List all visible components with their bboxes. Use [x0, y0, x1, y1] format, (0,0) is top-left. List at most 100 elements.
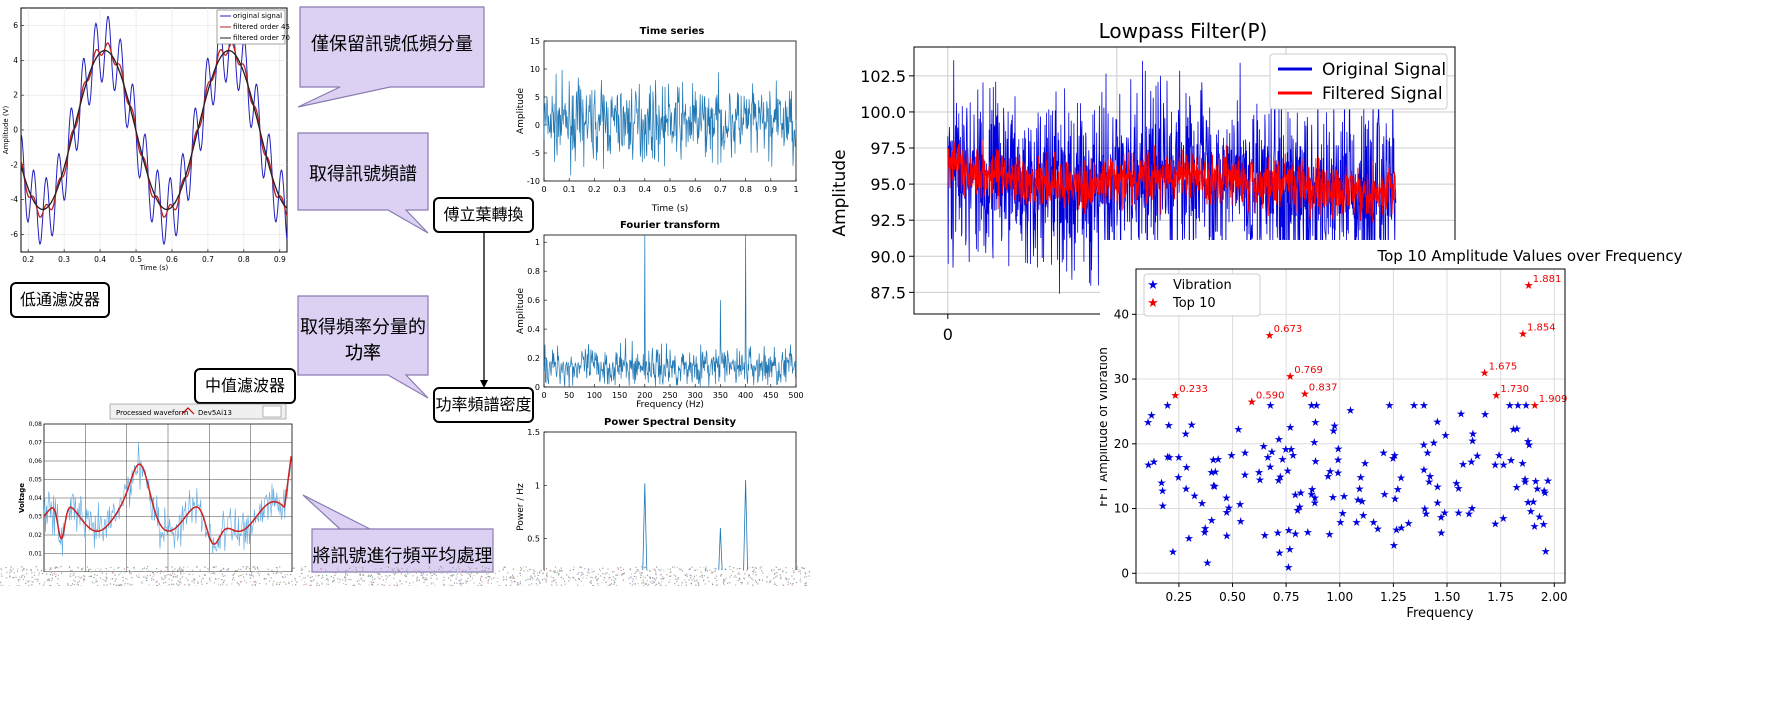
vibration-point: ★: [1283, 464, 1293, 477]
vibration-point: ★: [1357, 495, 1367, 508]
time-series-chart: Time series 0 0.1 0.2 0.3 0.4 0.5 0.6 0.7 0.8 0.9…: [516, 26, 799, 214]
y-tick-label: 0,07: [29, 440, 43, 447]
vibration-point: ★: [1263, 451, 1273, 464]
y-tick-label: 0,04: [29, 495, 43, 502]
vibration-point: ★: [1147, 409, 1157, 422]
vibration-point: ★: [1390, 492, 1400, 505]
vibration-point: ★: [1539, 485, 1549, 498]
vibration-point: ★: [1532, 482, 1542, 495]
y-tick-label: 87.5: [870, 283, 906, 302]
vibration-point: ★: [1143, 459, 1153, 472]
vibration-point: ★: [1275, 470, 1285, 483]
x-tick-label: 400: [738, 391, 753, 400]
top10-label: 1.881: [1533, 274, 1562, 285]
x-tick-label: 0.3: [613, 185, 626, 194]
x-tick-label: 2.00: [1541, 590, 1568, 604]
y-tick-label: 1: [535, 238, 540, 247]
vibration-point: ★: [1528, 496, 1538, 509]
vibration-point: ★: [1513, 399, 1523, 412]
original-signal-line: [20, 15, 288, 246]
y-tick-label: 0: [535, 383, 540, 392]
y-tick-label: 0.4: [527, 325, 540, 334]
vibration-point: ★: [1329, 425, 1339, 438]
vibration-point: ★: [1464, 507, 1474, 520]
x-axis-label: Time (s): [651, 204, 689, 214]
y-tick-label: 40: [1114, 307, 1129, 321]
vibration-point: ★: [1467, 502, 1477, 515]
y-tick-label: 0,05: [29, 477, 43, 484]
y-tick-label: 0,03: [29, 514, 43, 521]
top10-label: 1.675: [1489, 362, 1518, 373]
y-axis-label: Amplitude (V): [2, 106, 10, 155]
x-tick-label: 0.75: [1273, 590, 1300, 604]
vibration-point: ★: [1307, 483, 1317, 496]
chart-background: [1100, 240, 1790, 719]
vibration-point: ★: [1288, 449, 1298, 462]
top10-label: 0.769: [1294, 365, 1323, 376]
filtered-order-70-line: [20, 49, 288, 211]
y-tick-label: 97.5: [870, 139, 906, 158]
callout-average: [302, 494, 494, 573]
y-tick-label: -10: [527, 177, 540, 186]
callout-spectrum: [297, 132, 429, 234]
sine-filter-chart: 0.2 0.3 0.4 0.5 0.6 0.7 0.8 0.9 -6 -4 -2 0 2 4 6 origi…: [2, 7, 290, 272]
y-tick-label: 0: [535, 121, 540, 130]
vibration-point: ★: [1197, 497, 1207, 510]
chart-title: Fourier transform: [620, 220, 720, 231]
x-tick-label: 0.50: [1219, 590, 1246, 604]
y-tick-label: 5: [535, 93, 540, 102]
psd-box: 功率頻譜密度: [433, 387, 534, 423]
vibration-point: ★: [1259, 440, 1269, 453]
vibration-point: ★: [1393, 483, 1403, 496]
x-tick-label: 200: [637, 391, 652, 400]
vibration-point: ★: [1222, 506, 1232, 519]
vibration-point: ★: [1468, 435, 1478, 448]
top10-point: ★: [1170, 389, 1180, 402]
vibration-point: ★: [1210, 480, 1220, 493]
vibration-point: ★: [1499, 459, 1509, 472]
y-tick-label: 10: [530, 65, 540, 74]
vibration-point: ★: [1227, 449, 1237, 462]
y-tick-label: 0: [13, 126, 18, 135]
vibration-point: ★: [1454, 507, 1464, 520]
vibration-point: ★: [1466, 455, 1476, 468]
vibration-point: ★: [1330, 419, 1340, 432]
vibration-point: ★: [1240, 468, 1250, 481]
top10-scatter-chart: Top 10 Amplitude Values over Frequency ★…: [1100, 240, 1790, 719]
vibration-point: ★: [1429, 437, 1439, 450]
vibration-point: ★: [1356, 471, 1366, 484]
x-tick-label: 0.4: [94, 255, 106, 264]
vibration-point: ★: [1309, 436, 1319, 449]
vibration-point: ★: [1235, 498, 1245, 511]
vibration-point: ★: [1512, 423, 1522, 436]
vibration-point: ★: [1335, 516, 1345, 529]
median-filter-box: 中值濾波器: [194, 368, 296, 404]
legend-original: Original Signal: [1322, 60, 1446, 80]
vibration-point: ★: [1494, 449, 1504, 462]
top10-label: 0.837: [1309, 382, 1338, 393]
vibration-point: ★: [1468, 427, 1478, 440]
vibration-point: ★: [1521, 399, 1531, 412]
vibration-point: ★: [1425, 470, 1435, 483]
top10-point: ★: [1480, 367, 1490, 380]
vibration-point: ★: [1391, 523, 1401, 536]
vibration-point: ★: [1278, 453, 1288, 466]
x-tick-label: 1: [793, 185, 798, 194]
callout-shapes: [297, 6, 494, 573]
vibration-point: ★: [1531, 475, 1541, 488]
vibration-point: ★: [1420, 503, 1430, 516]
median-filtered-line: [43, 456, 292, 545]
vibration-point: ★: [1200, 526, 1210, 539]
vibration-point: ★: [1275, 547, 1285, 560]
lowpass-filter-box: 低通濾波器: [10, 282, 110, 318]
vibration-point: ★: [1480, 408, 1490, 421]
vibration-point: ★: [1419, 438, 1429, 451]
vibration-point: ★: [1285, 543, 1295, 556]
y-axis-label: FFT Amplitude of Vibration: [1100, 347, 1110, 507]
x-tick-label: 100: [587, 391, 602, 400]
x-tick-label: 0.5: [664, 185, 677, 194]
legend: ★ ★ Vibration Top 10: [1143, 273, 1261, 317]
vibration-point: ★: [1168, 546, 1178, 559]
top10-label: 1.730: [1500, 384, 1529, 395]
vibration-point: ★: [1182, 461, 1192, 474]
